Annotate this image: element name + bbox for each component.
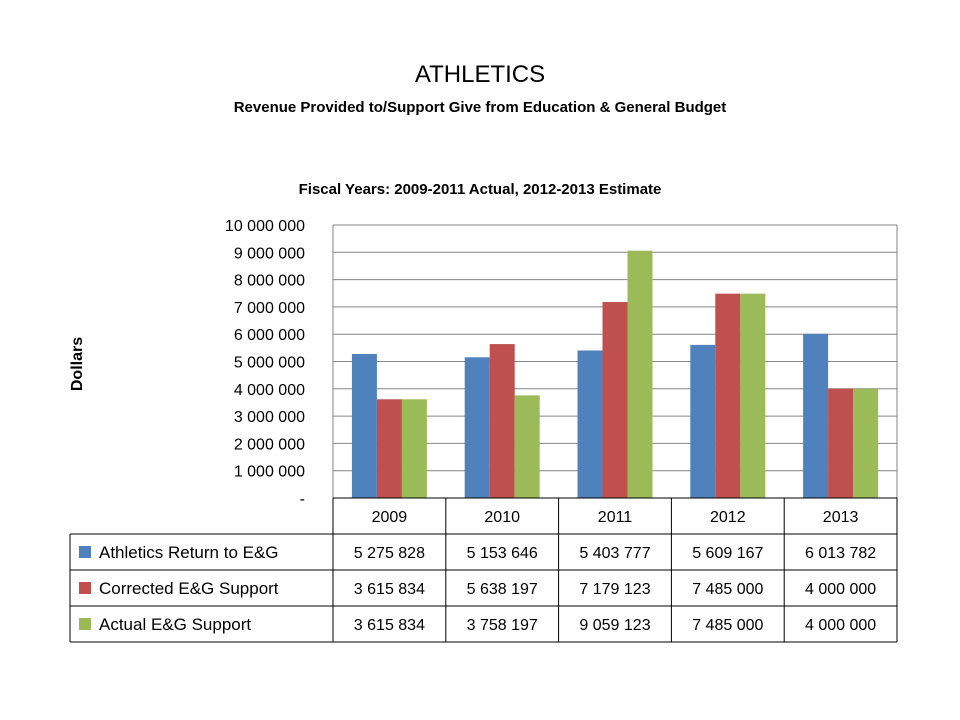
legend-swatch [79,618,91,630]
bar [853,388,879,498]
data-label: 7 179 123 [579,581,650,598]
y-tick-label: 8 000 000 [234,273,305,290]
y-tick-label: - [300,491,305,508]
chart-subtitle: Revenue Provided to/Support Give from Ed… [233,99,727,116]
data-label: 4 000 000 [805,581,876,598]
data-label: 6 013 782 [805,545,876,562]
x-tick-label: 2013 [823,509,859,526]
y-tick-label: 6 000 000 [234,327,305,344]
bar [740,293,766,498]
bar [401,399,427,498]
legend-label: Actual E&G Support [99,615,251,634]
bar [602,302,628,498]
bar [627,250,653,498]
y-tick-label: 4 000 000 [234,382,305,399]
bar [690,344,716,498]
chart-title: Fiscal Years: 2009-2011 Actual, 2012-201… [298,181,662,198]
data-label: 5 153 646 [467,545,538,562]
data-label: 5 403 777 [579,545,650,562]
y-tick-label: 1 000 000 [234,464,305,481]
x-tick-label: 2010 [484,509,520,526]
y-tick-label: 2 000 000 [234,436,305,453]
data-label: 4 000 000 [805,617,876,634]
data-label: 9 059 123 [579,617,650,634]
bar [351,353,377,498]
x-tick-label: 2011 [598,509,633,526]
chart-main-title: ATHLETICS [414,61,546,88]
data-label: 5 638 197 [467,581,538,598]
bar [828,388,854,498]
y-tick-label: 10 000 000 [225,218,305,235]
bar [464,357,490,498]
y-tick-label: 9 000 000 [234,245,305,262]
legend-label: Athletics Return to E&G [99,543,279,562]
legend-swatch [79,582,91,594]
x-tick-label: 2009 [372,509,408,526]
bar [577,350,603,498]
data-label: 3 758 197 [467,617,538,634]
legend-label: Corrected E&G Support [99,579,279,598]
y-tick-label: 7 000 000 [234,300,305,317]
data-label: 3 615 834 [354,617,425,634]
data-label: 3 615 834 [354,581,425,598]
x-tick-label: 2012 [710,509,746,526]
bar [803,333,829,498]
data-label: 7 485 000 [692,581,763,598]
bar [514,395,540,498]
bar [376,399,402,498]
bar [489,344,515,498]
y-tick-label: 5 000 000 [234,355,305,372]
data-label: 7 485 000 [692,617,763,634]
legend-swatch [79,546,91,558]
y-tick-label: 3 000 000 [234,409,305,426]
data-label: 5 609 167 [692,545,763,562]
data-label: 5 275 828 [354,545,425,562]
bar [715,293,741,498]
